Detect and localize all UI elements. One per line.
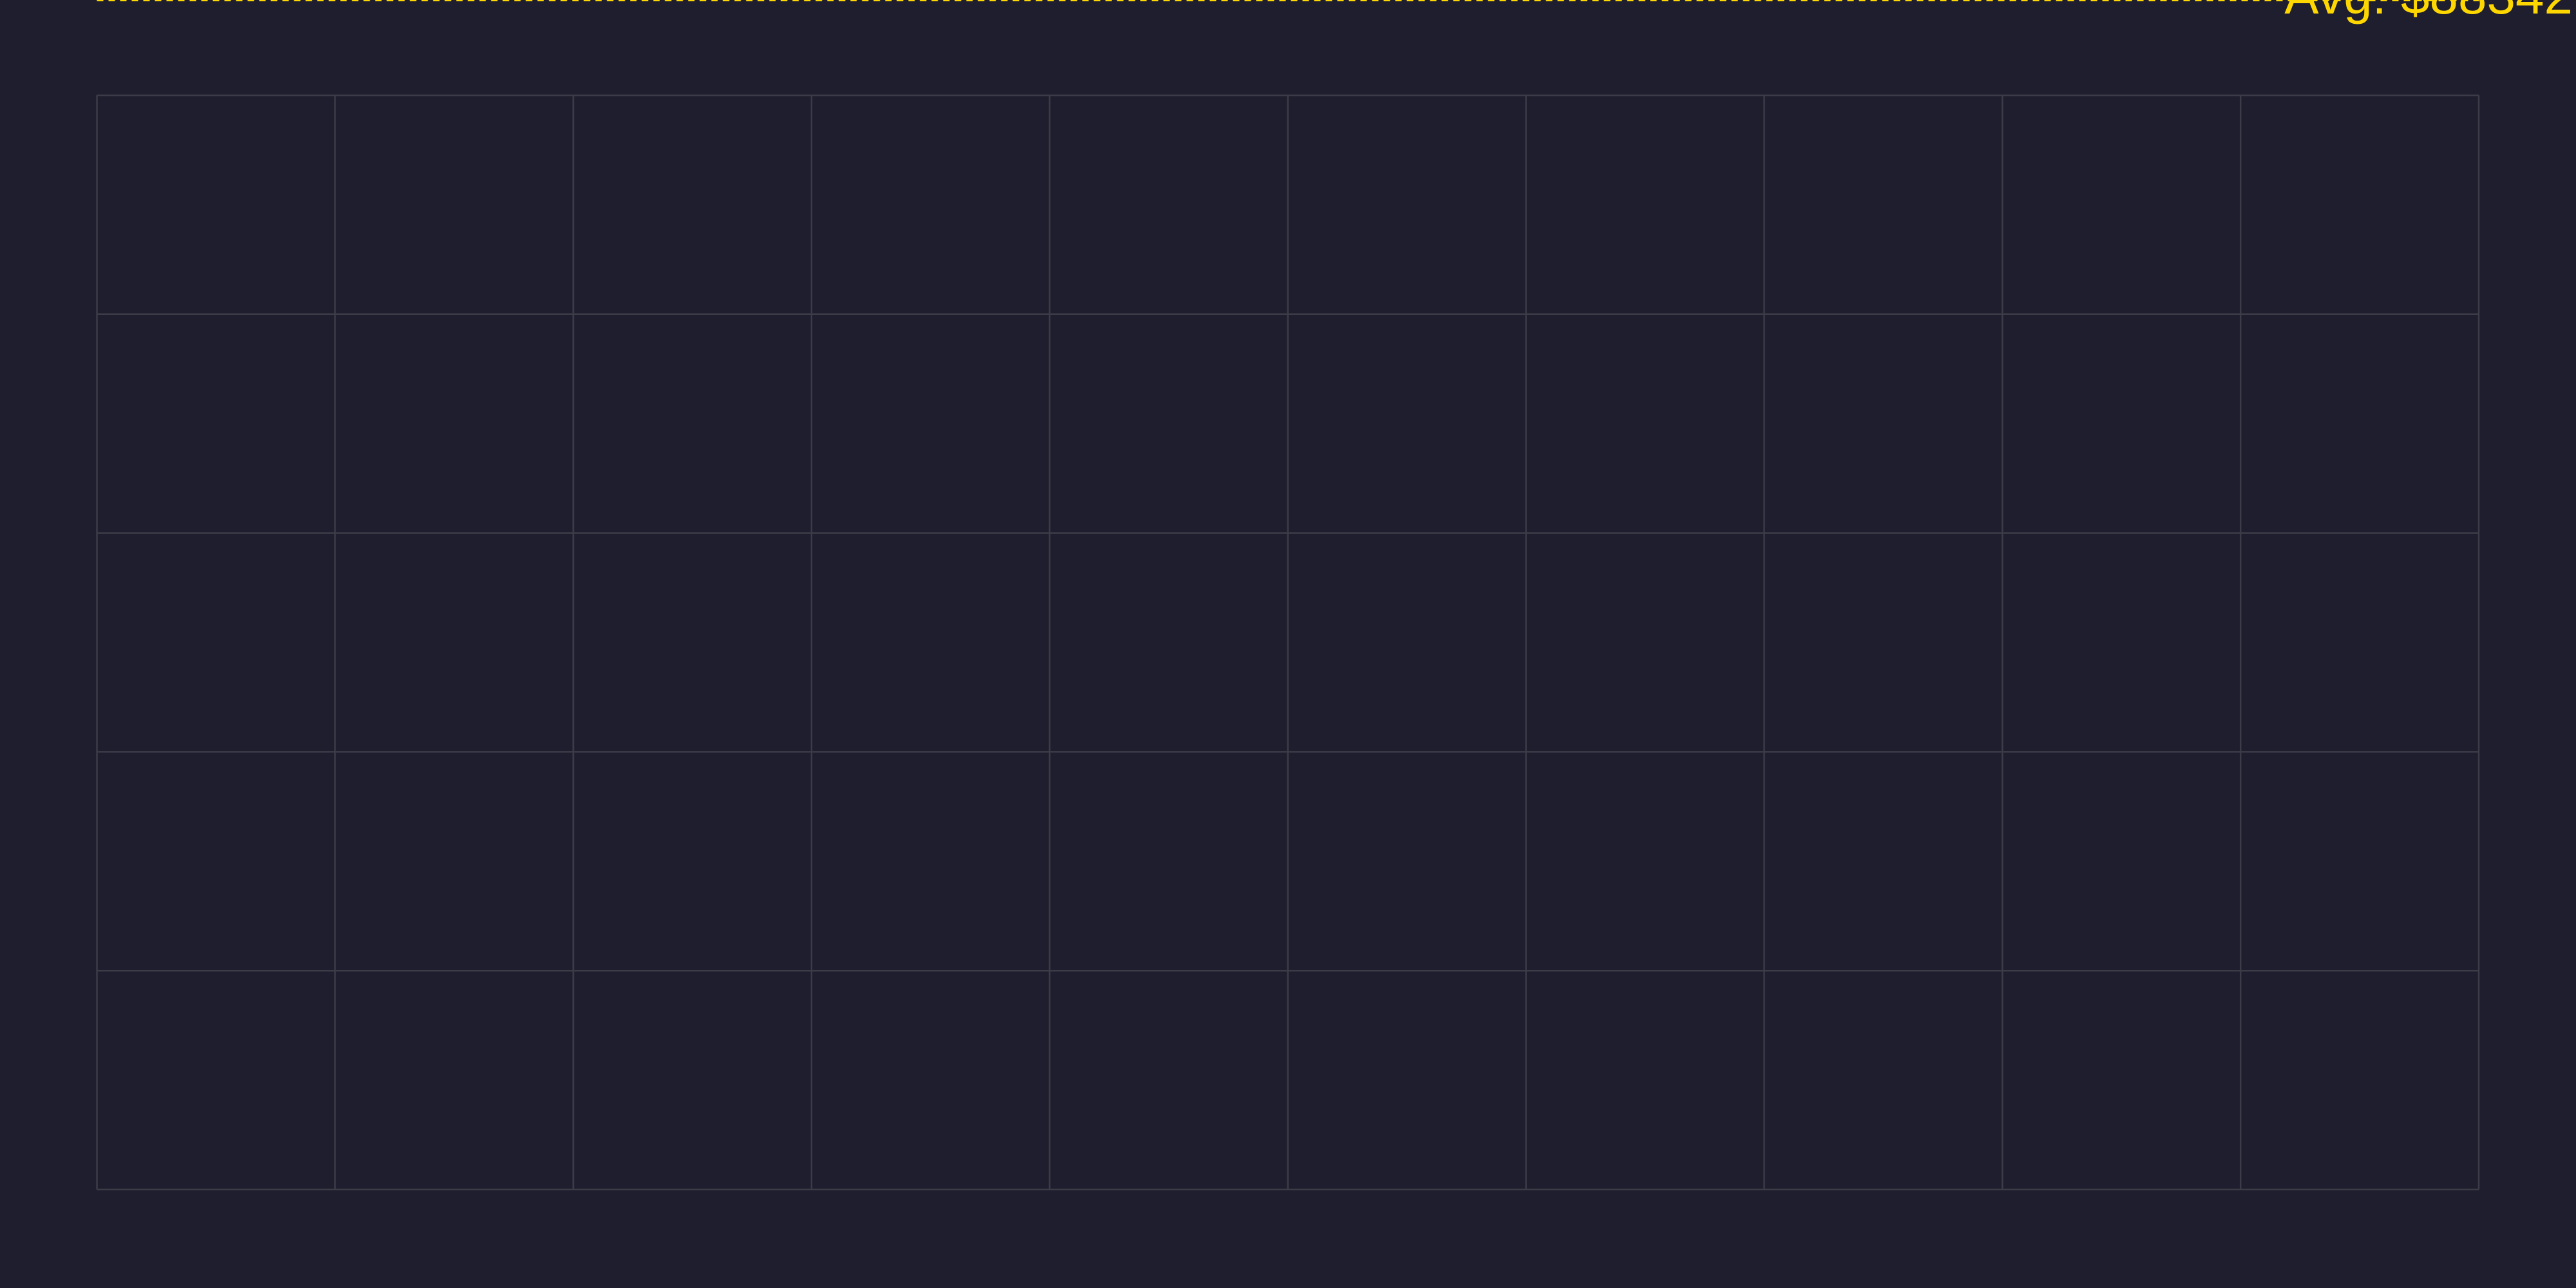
grid xyxy=(96,94,2480,1191)
avg-label: Avg: $88342 xyxy=(2284,0,2573,24)
